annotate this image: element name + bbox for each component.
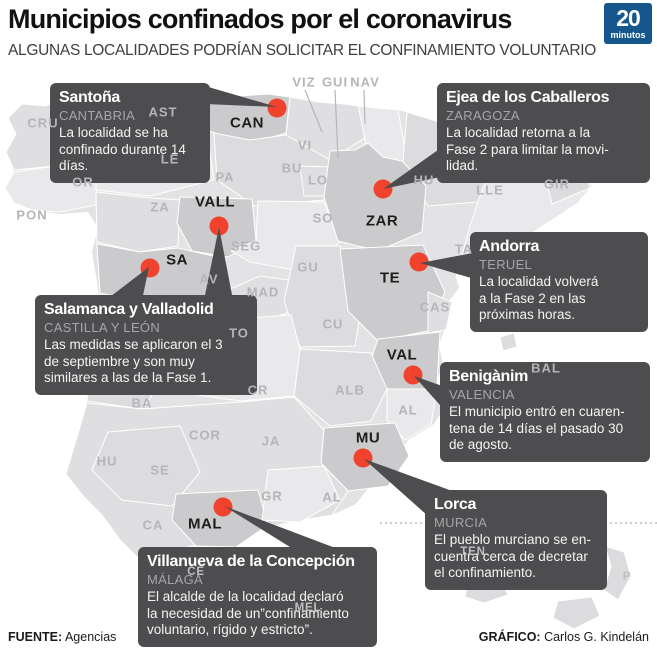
callout-beniganim: Benigànim VALENCIA El municipio entró en c… <box>440 362 650 462</box>
marker-valladolid <box>209 216 229 236</box>
logo-number: 20 <box>616 5 641 31</box>
callout-body-line: La localidad volverá <box>479 274 599 290</box>
callout-villanueva: Villanueva de la Concepción MÁLAGA El alca… <box>138 547 377 647</box>
callout-pointer-ejea <box>383 145 445 189</box>
callout-body-line: el confinamiento. <box>434 565 537 581</box>
callout-pointer-villanueva <box>224 506 346 552</box>
callout-body-line: El pueblo murciano se en- <box>434 532 591 548</box>
callout-body-line: de agosto. <box>449 437 513 453</box>
credit-label: GRÁFICO: <box>478 630 541 644</box>
callout-salamanca-valladolid: Salamanca y Valladolid CASTILLA Y LEÓN Las… <box>35 295 257 395</box>
callout-pointer-andorra <box>420 252 478 280</box>
callout-title: Lorca <box>434 496 477 513</box>
callout-pointer-salamanca-valladolid <box>204 227 233 300</box>
logo-word: minutos <box>610 30 646 40</box>
callout-body-line: El alcalde de la localidad declaró <box>147 589 344 605</box>
callout-title: Ejea de los Caballeros <box>446 89 610 106</box>
province-leader-lines <box>304 89 366 159</box>
callout-region: CANTABRIA <box>59 108 136 124</box>
callout-pointer-salamanca-valladolid <box>106 267 149 300</box>
callout-region: MÁLAGA <box>147 572 203 588</box>
callout-body-line: tena de 14 días el pasado 30 <box>449 420 624 436</box>
callout-body-line: lidad. <box>446 158 479 174</box>
source-label: FUENTE: <box>8 630 63 644</box>
province-zaragoza <box>323 142 427 252</box>
callout-ejea: Ejea de los Caballeros ZARAGOZA La localid… <box>437 83 650 183</box>
marker-villanueva <box>213 497 233 517</box>
callout-title: Andorra <box>479 238 540 255</box>
marker-lorca <box>353 448 373 468</box>
callout-region: ZARAGOZA <box>446 108 520 124</box>
marker-andorra-teruel <box>409 252 429 272</box>
callout-title: Villanueva de la Concepción <box>147 553 355 570</box>
callout-body-line: La localidad se ha <box>59 125 168 141</box>
callout-body-line: confinado durante 14 <box>59 141 186 157</box>
callout-body-line: la necesidad de un”confinamiento <box>147 605 349 621</box>
marker-santona <box>267 98 287 118</box>
callout-body-line: voluntario, rígido y estricto”. <box>147 622 313 638</box>
callout-pointer-beniganim <box>414 376 448 414</box>
callout-region: TERUEL <box>479 257 533 273</box>
callout-body-line: La localidad retorna a la <box>446 125 591 141</box>
callout-title: Benigànim <box>449 368 529 385</box>
callout-title: Santoña <box>59 89 121 106</box>
callout-lorca: Lorca MURCIA El pueblo murciano se en-cuen… <box>425 490 607 590</box>
callout-body-line: a la Fase 2 en las <box>479 290 586 306</box>
page-subtitle: ALGUNAS LOCALIDADES PODRÍAN SOLICITAR EL… <box>8 42 596 59</box>
credit-value: Carlos G. Kindelán <box>544 630 649 644</box>
callout-body-line: cuentra cerca de decretar <box>434 548 588 564</box>
callout-body-line: Fase 2 para limitar la movi- <box>446 141 609 157</box>
callout-body-line: de septiembre y son muy <box>44 353 195 369</box>
callout-body-line: próximas horas. <box>479 307 576 323</box>
page-title: Municipios confinados por el coronavirus <box>8 4 512 34</box>
callout-body-line: similares a las de la Fase 1. <box>44 370 212 386</box>
callout-title: Salamanca y Valladolid <box>44 301 214 318</box>
callout-region: MURCIA <box>434 515 488 531</box>
source-credit: FUENTE: Agencias <box>8 630 116 644</box>
graphic-credit: GRÁFICO: Carlos G. Kindelán <box>479 630 649 644</box>
callout-andorra: Andorra TERUEL La localidad volverá a la Fa… <box>470 232 648 332</box>
source-value: Agencias <box>64 630 117 644</box>
callout-body-line: Las medidas se aplicaron el 3 <box>44 337 223 353</box>
callout-region: CASTILLA Y LEÓN <box>44 320 161 336</box>
callout-body-line: días. <box>59 158 89 174</box>
20minutos-logo: 20 minutos <box>604 3 652 44</box>
callout-region: VALENCIA <box>449 387 515 403</box>
callout-santona: Santoña CANTABRIA La localidad se ha confin… <box>50 83 210 183</box>
callout-body-line: El municipio entró en cuaren- <box>449 404 625 420</box>
callout-pointer-santona <box>205 86 277 107</box>
